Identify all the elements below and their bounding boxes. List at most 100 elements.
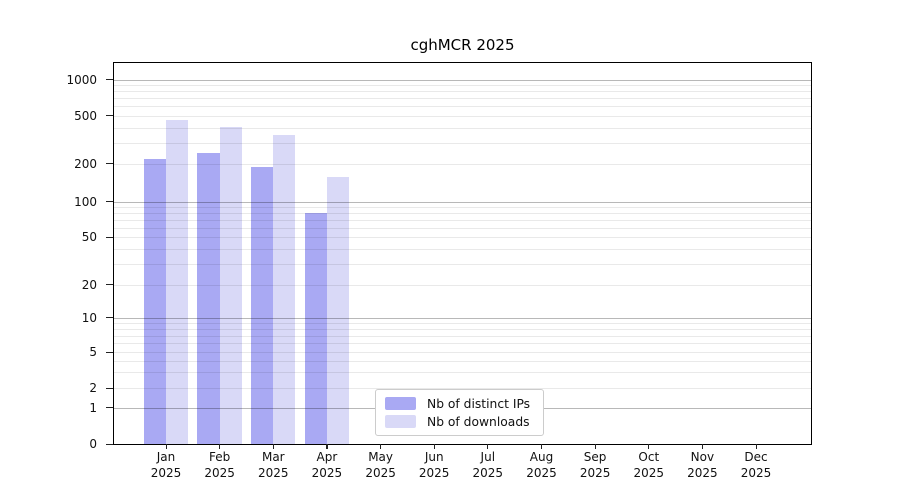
gridline-minor-7 bbox=[114, 335, 811, 337]
x-tick-mar bbox=[272, 444, 274, 449]
x-tick-jun bbox=[433, 444, 435, 449]
bar-downloads-apr bbox=[326, 177, 350, 444]
x-tick-label-apr: Apr 2025 bbox=[287, 450, 367, 481]
bar-distinct-ips-mar bbox=[251, 166, 274, 444]
legend-label-distinct-ips: Nb of distinct IPs bbox=[427, 396, 531, 411]
y-tick-1 bbox=[106, 407, 113, 409]
month-label: Apr bbox=[316, 450, 338, 464]
gridline-minor-4 bbox=[114, 361, 811, 362]
y-tick-500 bbox=[106, 115, 113, 117]
gridline-minor-800 bbox=[114, 91, 811, 93]
month-label: Jan bbox=[156, 450, 176, 464]
month-label: Nov bbox=[690, 450, 715, 464]
gridline-minor-500 bbox=[114, 115, 811, 117]
year-label: 2025 bbox=[150, 465, 182, 480]
bars-layer bbox=[114, 63, 811, 444]
x-tick-apr bbox=[326, 444, 328, 449]
year-label: 2025 bbox=[418, 465, 450, 480]
x-tick-label-feb: Feb 2025 bbox=[180, 450, 260, 481]
year-label: 2025 bbox=[740, 465, 772, 480]
x-tick-label-may: May 2025 bbox=[341, 450, 421, 481]
x-tick-label-jan: Jan 2025 bbox=[126, 450, 206, 481]
x-tick-label-sep: Sep 2025 bbox=[555, 450, 635, 481]
gridline-minor-400 bbox=[114, 127, 811, 129]
year-label: 2025 bbox=[633, 465, 665, 480]
y-tick-label-5: 5 bbox=[89, 345, 97, 360]
legend-label-downloads: Nb of downloads bbox=[427, 414, 530, 429]
x-tick-label-dec: Dec 2025 bbox=[716, 450, 796, 481]
gridline-minor-600 bbox=[114, 106, 811, 108]
gridline-minor-30 bbox=[114, 263, 811, 265]
gridline-minor-300 bbox=[114, 142, 811, 144]
year-label: 2025 bbox=[579, 465, 611, 480]
gridline-major-10 bbox=[114, 317, 811, 319]
y-tick-2 bbox=[106, 387, 113, 389]
gridline-minor-80 bbox=[114, 213, 811, 215]
gridline-major-100 bbox=[114, 201, 811, 203]
gridline-major-1000 bbox=[114, 79, 811, 81]
gridline-minor-8 bbox=[114, 328, 811, 330]
gridline-minor-9 bbox=[114, 323, 811, 324]
legend-row-distinct-ips: Nb of distinct IPs bbox=[376, 397, 543, 411]
bar-distinct-ips-apr bbox=[304, 213, 327, 444]
year-label: 2025 bbox=[258, 465, 289, 480]
gridline-minor-6 bbox=[114, 343, 811, 345]
x-tick-sep bbox=[594, 444, 596, 449]
month-label: Jul bbox=[480, 450, 496, 464]
y-tick-label-200: 200 bbox=[74, 156, 97, 171]
bar-distinct-ips-feb bbox=[197, 153, 220, 444]
y-tick-10 bbox=[106, 317, 113, 319]
gridline-minor-700 bbox=[114, 98, 811, 100]
month-label: Sep bbox=[583, 450, 607, 464]
year-label: 2025 bbox=[526, 465, 557, 480]
x-tick-dec bbox=[755, 444, 757, 449]
year-label: 2025 bbox=[472, 465, 504, 480]
gridline-minor-90 bbox=[114, 207, 811, 209]
month-label: Feb bbox=[208, 450, 231, 464]
bar-downloads-feb bbox=[219, 126, 242, 444]
x-tick-label-jun: Jun 2025 bbox=[394, 450, 474, 481]
legend: Nb of distinct IPs Nb of downloads bbox=[375, 389, 544, 436]
y-tick-label-50: 50 bbox=[81, 230, 97, 245]
y-tick-label-0: 0 bbox=[89, 437, 97, 451]
gridline-minor-40 bbox=[114, 248, 811, 250]
gridline-minor-50 bbox=[114, 237, 811, 239]
gridline-minor-200 bbox=[114, 163, 811, 165]
legend-swatch-distinct-ips bbox=[385, 397, 416, 410]
x-tick-label-mar: Mar 2025 bbox=[233, 450, 313, 481]
x-tick-nov bbox=[701, 444, 704, 449]
chart-title: cghMCR 2025 bbox=[410, 36, 515, 54]
bar-downloads-jan bbox=[166, 120, 189, 444]
y-tick-label-1: 1 bbox=[89, 400, 97, 415]
year-label: 2025 bbox=[311, 465, 343, 480]
gridline-minor-2 bbox=[114, 388, 811, 390]
year-label: 2025 bbox=[204, 465, 235, 480]
year-label: 2025 bbox=[365, 465, 396, 480]
y-tick-label-20: 20 bbox=[81, 277, 97, 292]
x-tick-label-jul: Jul 2025 bbox=[448, 450, 528, 481]
y-tick-label-500: 500 bbox=[74, 108, 97, 123]
x-tick-may bbox=[380, 444, 382, 449]
legend-swatch-downloads bbox=[385, 415, 416, 428]
x-tick-feb bbox=[219, 444, 221, 449]
y-tick-50 bbox=[106, 236, 113, 238]
x-tick-label-oct: Oct 2025 bbox=[609, 450, 689, 481]
y-tick-label-2: 2 bbox=[89, 381, 97, 396]
gridline-minor-5 bbox=[114, 352, 811, 354]
gridline-minor-60 bbox=[114, 227, 811, 229]
x-tick-label-aug: Aug 2025 bbox=[502, 450, 582, 481]
x-tick-oct bbox=[648, 444, 650, 449]
gridline-minor-20 bbox=[114, 284, 811, 286]
x-tick-aug bbox=[541, 444, 543, 449]
y-tick-20 bbox=[106, 284, 113, 286]
year-label: 2025 bbox=[687, 465, 718, 480]
y-tick-label-100: 100 bbox=[74, 194, 97, 209]
legend-row-downloads: Nb of downloads bbox=[376, 415, 543, 429]
x-tick-jan bbox=[165, 444, 167, 449]
month-label: Oct bbox=[638, 450, 660, 464]
x-tick-jul bbox=[487, 444, 489, 449]
gridline-minor-70 bbox=[114, 220, 811, 221]
y-tick-label-1000: 1000 bbox=[66, 72, 97, 87]
plot-area: Nb of distinct IPs Nb of downloads bbox=[113, 62, 812, 445]
